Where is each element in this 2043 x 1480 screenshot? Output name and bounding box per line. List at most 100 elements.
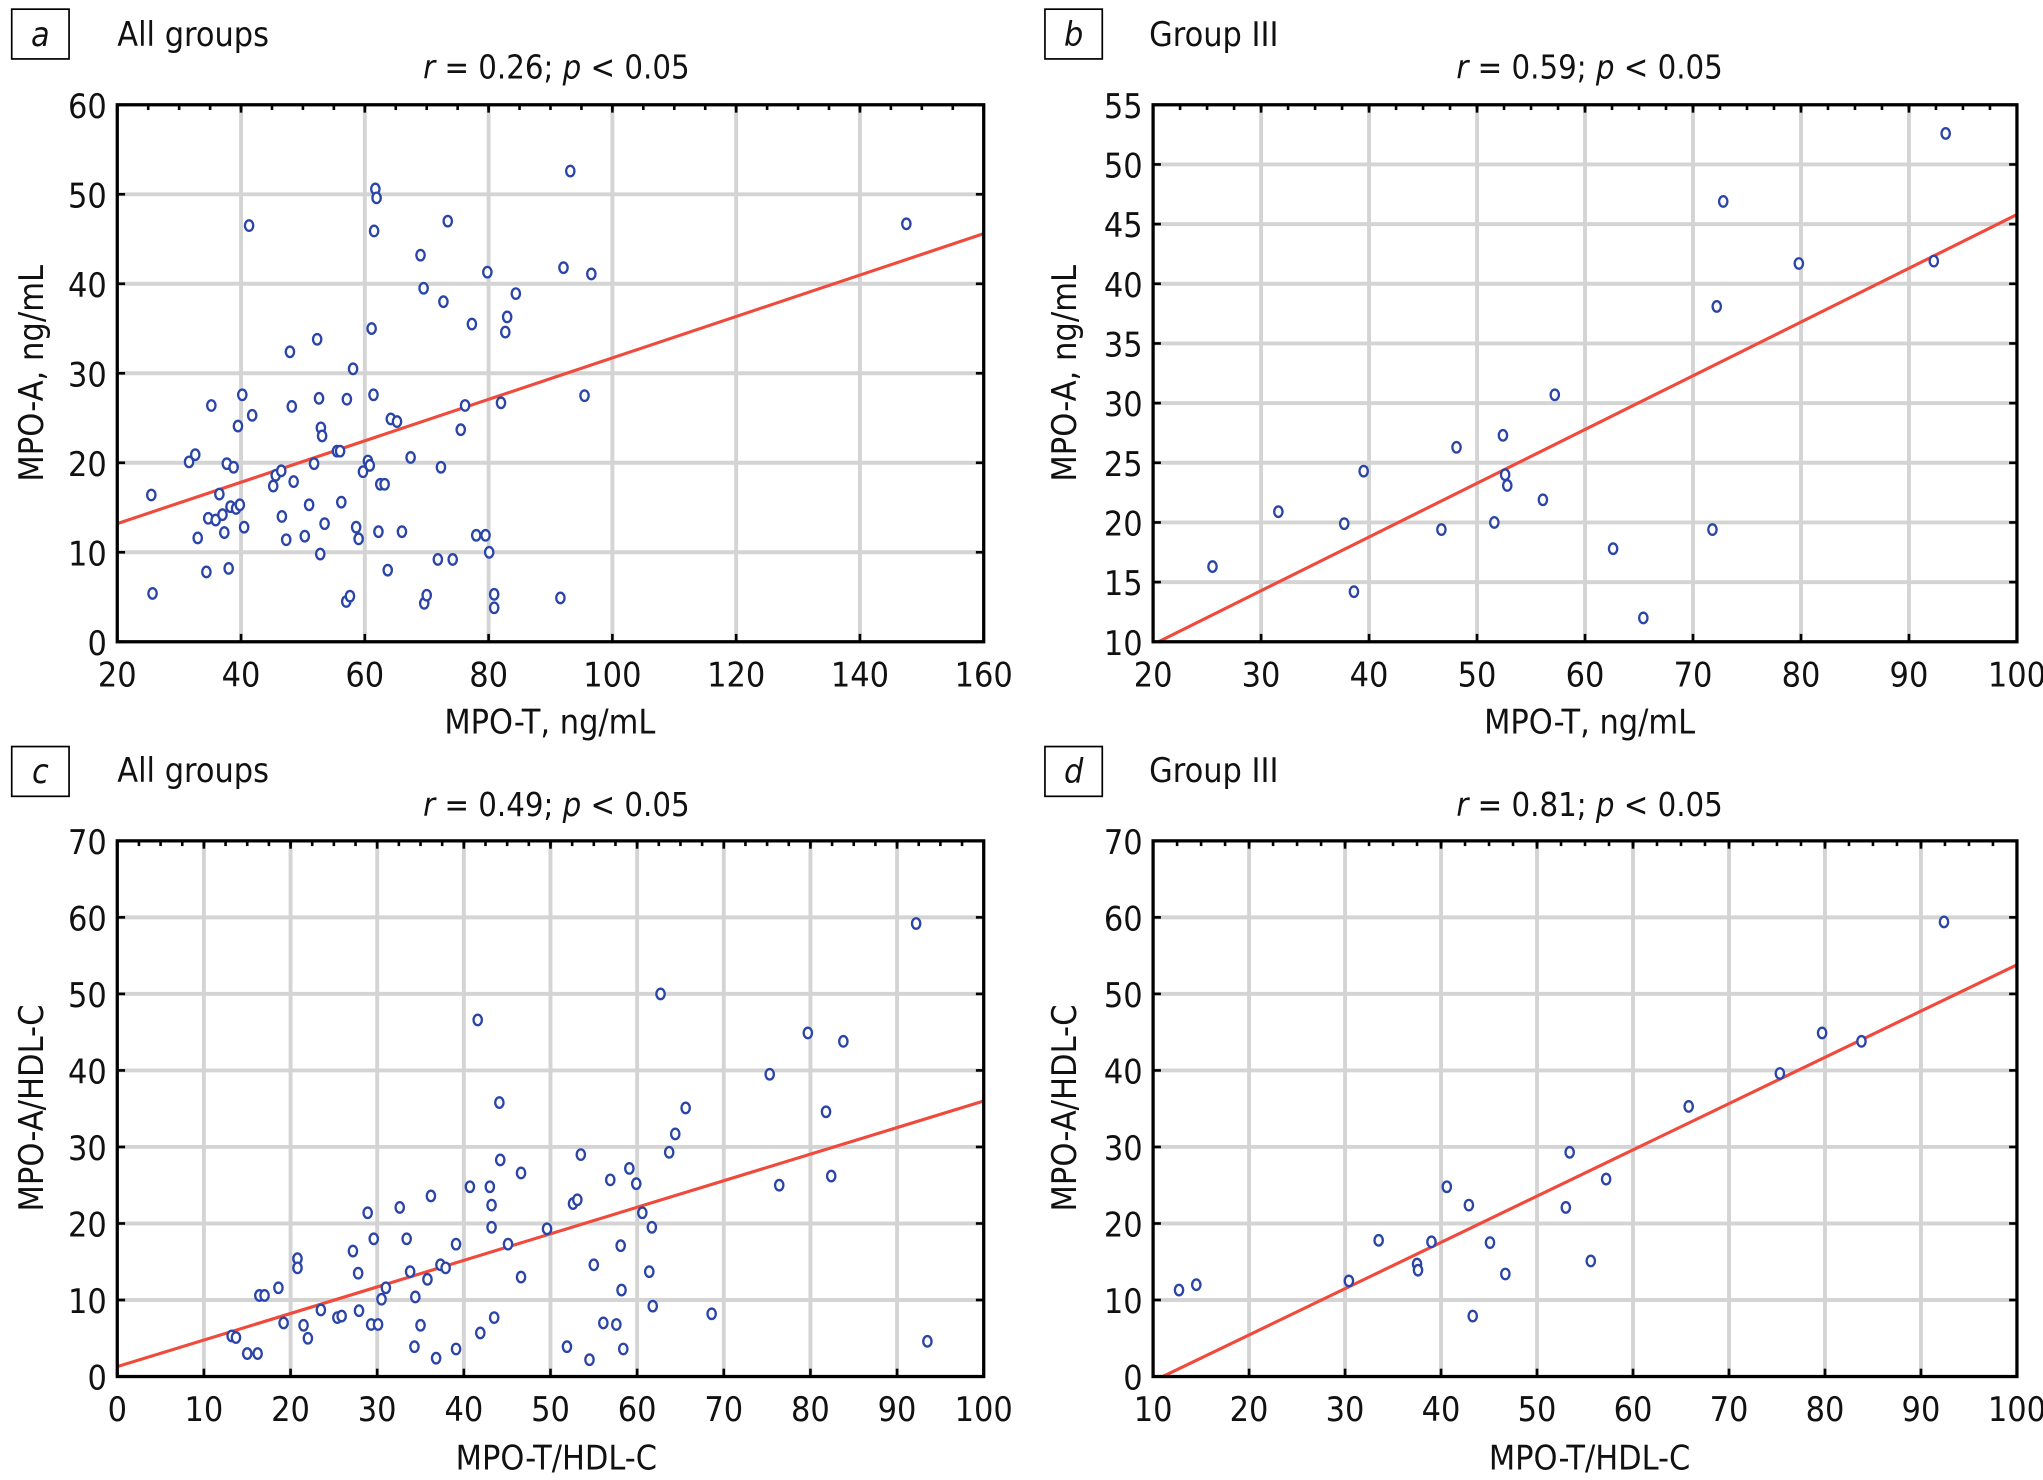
data-point xyxy=(483,545,495,559)
data-point xyxy=(455,423,467,437)
data-point xyxy=(236,388,248,402)
data-point xyxy=(379,477,390,491)
data-point xyxy=(316,429,328,443)
axis-ticks: 0 10 20 30 40 50 60 70 80 90 100 0 10 20 30 40 50 60 70 xyxy=(68,823,1013,1430)
data-point xyxy=(564,164,576,178)
data-point xyxy=(192,531,204,545)
y-tick-label: 10 xyxy=(1104,1282,1143,1322)
data-point xyxy=(494,1153,506,1167)
y-tick-label: 30 xyxy=(68,355,107,395)
data-point xyxy=(486,1198,497,1212)
data-points xyxy=(145,164,912,615)
data-point xyxy=(1928,254,1940,268)
x-tick-label: 100 xyxy=(955,1390,1013,1430)
y-tick-label: 10 xyxy=(68,534,107,574)
axis-ticks: 20 30 40 50 60 70 80 90 100 10 15 20 25 30 35 40 45 50 55 xyxy=(1104,87,2043,696)
data-point xyxy=(376,1292,387,1306)
data-point xyxy=(482,265,493,279)
data-point xyxy=(353,1304,365,1318)
y-tick-label: 15 xyxy=(1104,564,1143,604)
x-tick-label: 20 xyxy=(1230,1390,1269,1430)
x-axis-label: MPO-T/HDL-C xyxy=(1489,1438,1690,1478)
x-axis-label: MPO-T/HDL-C xyxy=(456,1438,657,1478)
y-tick-label: 20 xyxy=(68,445,107,485)
data-point xyxy=(1451,440,1462,454)
data-point xyxy=(825,1169,837,1183)
data-point xyxy=(319,517,330,531)
y-axis-label: MPO-A, ng/mL xyxy=(1045,265,1085,482)
y-tick-label: 60 xyxy=(1104,899,1143,939)
data-point xyxy=(364,459,376,472)
data-point xyxy=(1207,560,1218,574)
data-point xyxy=(515,1270,527,1284)
x-tick-label: 70 xyxy=(1710,1390,1749,1430)
data-point xyxy=(1467,1309,1479,1323)
data-point xyxy=(1683,1099,1695,1113)
data-point xyxy=(353,532,364,546)
stat-r-label: r xyxy=(1456,786,1470,824)
data-point xyxy=(1484,1236,1496,1250)
group-label: All groups xyxy=(117,15,269,55)
data-point xyxy=(238,520,250,534)
y-tick-label: 60 xyxy=(68,87,107,127)
data-point xyxy=(292,1261,303,1275)
panel-letter: a xyxy=(31,15,50,55)
data-point xyxy=(1600,1172,1612,1186)
y-axis-label: MPO-A, ng/mL xyxy=(12,265,52,482)
stat-r-label: r xyxy=(1456,49,1470,87)
y-tick-label: 20 xyxy=(1104,1205,1143,1245)
data-point xyxy=(706,1307,717,1321)
data-point xyxy=(838,1034,849,1048)
data-point xyxy=(252,1347,263,1360)
data-point xyxy=(1343,1274,1355,1288)
chart-title: r = 0.26; p < 0.05 xyxy=(423,49,690,87)
data-point xyxy=(610,1318,622,1331)
data-point xyxy=(368,388,379,402)
panel-letter-box xyxy=(1044,745,1104,798)
y-tick-label: 50 xyxy=(68,976,107,1016)
data-point xyxy=(502,1237,514,1251)
y-tick-label: 30 xyxy=(1104,385,1143,425)
data-point xyxy=(440,1261,451,1275)
data-point xyxy=(234,498,246,512)
data-point xyxy=(214,487,225,501)
panel-b: b Group III r = 0.59; p < 0.05 20 30 40 50 6… xyxy=(1044,8,2043,742)
data-point xyxy=(472,1013,484,1027)
x-tick-label: 50 xyxy=(531,1390,570,1430)
data-point xyxy=(394,1200,406,1214)
data-point xyxy=(313,391,325,405)
data-point xyxy=(450,1237,462,1251)
data-point xyxy=(1607,542,1619,556)
panel-c: c All groups r = 0.49; p < 0.05 0 10 20 30 4… xyxy=(10,745,1013,1479)
x-tick-label: 50 xyxy=(1518,1390,1557,1430)
data-point xyxy=(243,219,255,233)
stat-r: = 0.81; xyxy=(1468,786,1596,824)
data-point xyxy=(217,508,228,522)
data-point xyxy=(1173,1283,1185,1297)
data-point xyxy=(1637,611,1649,625)
data-point xyxy=(643,1265,655,1279)
data-point xyxy=(617,1342,629,1356)
data-point xyxy=(284,345,296,359)
data-point xyxy=(541,1222,553,1236)
data-point xyxy=(1499,468,1511,482)
y-tick-label: 0 xyxy=(87,624,106,664)
data-point xyxy=(409,1340,420,1354)
data-point xyxy=(299,529,311,543)
data-point xyxy=(1585,1254,1597,1268)
data-point xyxy=(663,1145,675,1159)
data-point xyxy=(922,1334,933,1348)
data-point xyxy=(311,332,323,346)
data-point xyxy=(474,1326,486,1340)
stat-r: = 0.49; xyxy=(435,786,563,824)
data-point xyxy=(501,310,513,324)
x-tick-label: 40 xyxy=(1350,655,1389,695)
data-point xyxy=(362,1206,374,1220)
data-point xyxy=(230,1331,242,1344)
panel-d: d Group III r = 0.81; p < 0.05 10 20 30 40 5… xyxy=(1044,745,2043,1479)
data-point xyxy=(484,1180,496,1194)
regression-line xyxy=(116,232,985,526)
x-tick-label: 30 xyxy=(1326,1390,1365,1430)
panel-letter-box xyxy=(1044,8,1104,60)
chart-title: r = 0.49; p < 0.05 xyxy=(423,786,690,824)
